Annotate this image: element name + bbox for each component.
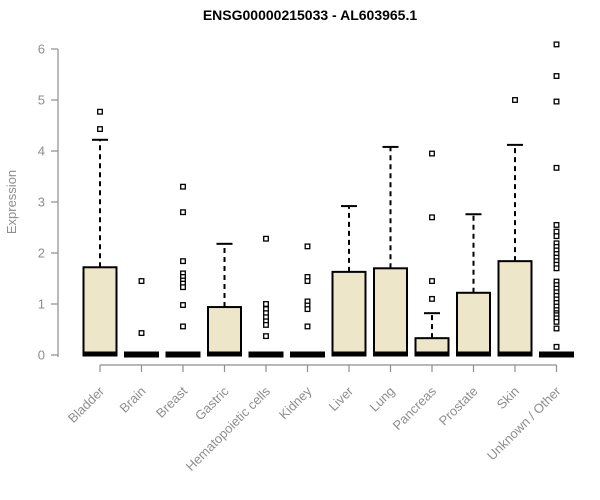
outlier-point [138,330,145,337]
y-tick-label: 3 [38,195,45,210]
outlier-point [429,150,435,157]
box-liver [331,270,367,356]
chart-title: ENSG00000215033 - AL603965.1 [203,7,418,23]
x-tick-label-lung: Lung [367,384,398,415]
outlier-point [263,301,269,307]
y-tick-label: 5 [38,93,45,108]
outlier-point [138,278,145,284]
outlier-point [553,228,560,235]
median-pancreas [414,351,450,357]
outlier-point [553,221,560,228]
outlier-point [429,214,435,221]
y-tick-label: 4 [38,144,45,159]
outlier-point [180,302,186,308]
box-group-bladder [82,108,118,357]
x-tick-label-unknown-other: Unknown / Other [484,383,564,463]
outlier-point [304,306,311,313]
x-tick-label-gastric: Gastric [192,383,232,423]
outlier-point [553,265,560,272]
outlier-point [553,98,560,105]
x-tick-label-prostate: Prostate [436,384,481,429]
box-group-liver [331,205,367,357]
outlier-point [553,164,560,171]
outlier-point [429,278,435,284]
box-group-skin [497,97,533,357]
outlier-point [97,108,103,115]
y-tick-label: 1 [38,297,45,312]
median-hematopoietic-cells [248,351,284,358]
box-group-hematopoietic-cells [248,235,284,358]
median-skin [497,351,533,357]
box-group-breast [165,183,201,358]
box-bladder [82,266,118,356]
x-tick-label-liver: Liver [326,383,357,414]
median-kidney [290,351,325,358]
outlier-point [553,73,560,79]
outlier-point [263,235,269,242]
outlier-point [180,323,186,330]
box-gastric [207,306,242,356]
median-bladder [82,351,118,357]
median-gastric [207,351,242,357]
outlier-point [304,278,311,284]
y-axis-label: Expression [4,170,19,234]
y-tick-label: 2 [38,246,45,261]
x-tick-label-pancreas: Pancreas [390,383,440,433]
plot-area [82,41,574,358]
box-group-kidney [290,243,325,358]
outlier-point [512,97,518,103]
x-tick-label-breast: Breast [153,383,190,420]
outlier-point [304,323,311,330]
outlier-point [263,333,269,340]
outlier-point [553,41,560,48]
outlier-point [553,343,560,350]
box-lung [373,267,408,356]
median-unknown-other [539,351,574,358]
x-tick-label-kidney: Kidney [276,383,315,422]
outlier-point [180,258,186,265]
box-group-pancreas [414,150,450,357]
median-breast [165,351,201,358]
median-liver [331,351,367,357]
box-group-brain [124,278,159,358]
box-group-prostate [456,213,491,357]
box-group-lung [373,145,408,357]
x-tick-label-bladder: Bladder [65,383,108,426]
outlier-point [553,325,560,332]
outlier-point [304,243,311,250]
x-tick-label-skin: Skin [494,384,522,412]
outlier-point [180,183,186,190]
median-brain [124,351,159,358]
x-tick-label-brain: Brain [117,384,149,416]
outlier-point [97,126,103,133]
outlier-point [553,318,560,325]
y-tick-label: 0 [38,348,45,363]
box-group-unknown-other [539,41,574,358]
median-lung [373,351,408,357]
box-group-gastric [207,242,242,357]
outlier-point [553,233,560,240]
outlier-point [429,295,435,302]
outlier-point [263,321,269,328]
box-prostate [456,291,491,356]
outlier-point [180,284,186,291]
box-skin [497,260,533,356]
outlier-point [180,209,186,216]
median-prostate [456,351,491,357]
y-tick-label: 6 [38,42,45,57]
